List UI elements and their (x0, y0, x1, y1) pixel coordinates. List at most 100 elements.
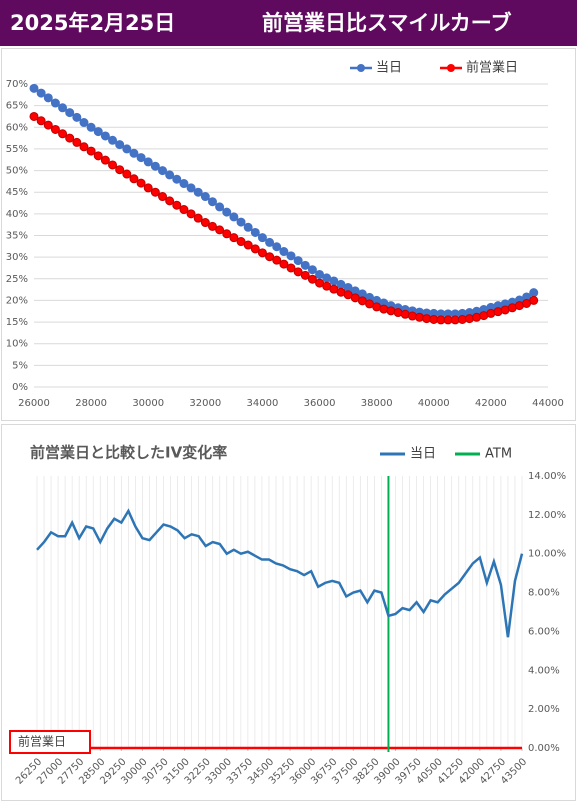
y-tick-label: 60% (6, 122, 28, 133)
series-marker (43, 120, 53, 130)
series-marker (58, 129, 68, 139)
legend-marker (357, 64, 365, 72)
series-marker (50, 124, 60, 134)
series-marker (86, 146, 96, 156)
series-marker (143, 157, 153, 167)
series-marker (129, 174, 139, 184)
series-marker (158, 166, 167, 176)
y-tick-label: 8.00% (528, 588, 560, 599)
x-tick-label: 26000 (18, 398, 50, 409)
series-line (33, 87, 535, 316)
y-tick-label: 65% (6, 101, 28, 112)
chart-frame (1, 48, 576, 421)
legend-label: 当日 (410, 447, 436, 462)
series-marker (243, 222, 253, 232)
y-tick-label: 5% (12, 360, 28, 371)
baseline-label-box (9, 730, 91, 754)
series-marker (286, 263, 296, 273)
series-marker (215, 202, 225, 212)
series-marker (229, 212, 239, 222)
series-marker (464, 314, 474, 324)
series-marker (136, 153, 146, 163)
series-marker (165, 196, 175, 206)
series-marker (207, 221, 217, 231)
series-marker (207, 197, 217, 207)
series-marker (136, 178, 146, 188)
series-marker (172, 200, 182, 210)
series-marker (222, 229, 232, 239)
series-marker (300, 260, 310, 270)
series-marker (172, 174, 182, 184)
y-tick-label: 15% (6, 317, 28, 328)
series-marker (158, 192, 167, 202)
series-marker (250, 227, 260, 237)
series-marker (122, 144, 132, 154)
legend-label: 前営業日 (466, 60, 518, 76)
y-tick-label: 0.00% (528, 743, 560, 754)
y-tick-label: 55% (6, 144, 28, 155)
x-tick-label: 42000 (475, 398, 507, 409)
x-tick-label: 30000 (132, 398, 164, 409)
series-marker (300, 270, 310, 280)
series-marker (186, 183, 196, 193)
series-marker (58, 103, 68, 113)
chart-frame (1, 424, 576, 801)
x-tick-label: 38000 (361, 398, 393, 409)
y-tick-label: 0% (12, 382, 28, 393)
series-marker (272, 242, 282, 252)
series-marker (307, 274, 317, 284)
series-marker (193, 213, 203, 223)
y-tick-label: 6.00% (528, 626, 560, 637)
x-tick-label: 44000 (532, 398, 564, 409)
series-marker (265, 252, 275, 262)
baseline-label: 前営業日 (18, 734, 66, 749)
header-date: 2025年2月25日 (10, 11, 175, 35)
series-marker (200, 192, 210, 202)
series-marker (257, 248, 267, 258)
series-marker (272, 255, 282, 265)
series-marker (115, 140, 125, 150)
series-marker (72, 112, 82, 122)
series-marker (43, 93, 53, 103)
y-tick-label: 40% (6, 209, 28, 220)
header-bar (0, 0, 577, 46)
series-marker (529, 288, 539, 298)
series-marker (236, 217, 246, 227)
series-marker (65, 133, 75, 143)
series-marker (65, 108, 75, 118)
series-line (33, 115, 535, 322)
series-line (36, 508, 524, 638)
legend-label: ATM (485, 447, 512, 462)
y-tick-label: 2.00% (528, 704, 560, 715)
series-marker (215, 225, 225, 235)
series-marker (415, 312, 424, 322)
series-marker (307, 265, 317, 275)
series-marker (150, 187, 160, 197)
series-marker (86, 122, 96, 132)
x-tick-label: 32000 (189, 398, 221, 409)
series-marker (93, 127, 103, 137)
y-tick-label: 10% (6, 339, 28, 350)
series-marker (279, 247, 289, 257)
x-tick-label: 36000 (304, 398, 336, 409)
series-marker (50, 98, 60, 108)
series-marker (100, 155, 110, 165)
y-tick-label: 50% (6, 166, 28, 177)
series-marker (222, 207, 232, 217)
series-marker (243, 240, 253, 250)
series-marker (150, 161, 160, 171)
y-tick-label: 25% (6, 274, 28, 285)
chart-title: 前営業日と比較したIV変化率 (30, 444, 227, 462)
y-tick-label: 20% (6, 295, 28, 306)
series-marker (186, 209, 196, 219)
series-marker (293, 256, 303, 266)
series-marker (29, 111, 39, 121)
series-marker (93, 151, 103, 161)
series-marker (115, 165, 125, 175)
series-marker (257, 233, 267, 243)
series-marker (179, 205, 189, 215)
series-marker (29, 83, 39, 93)
series-marker (179, 179, 189, 189)
header-title: 前営業日比スマイルカーブ (262, 11, 511, 35)
y-tick-label: 35% (6, 231, 28, 242)
